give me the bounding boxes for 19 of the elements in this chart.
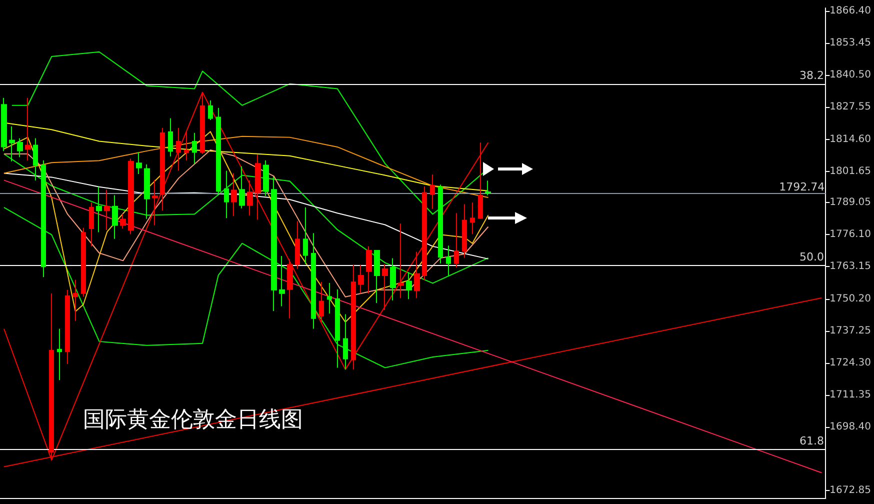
y-tick-label: 1711.35 — [830, 390, 872, 401]
y-tick-label: 1737.25 — [830, 325, 872, 336]
ref-line-label: 1792.74 — [779, 180, 825, 194]
y-tick-label: 1840.50 — [830, 70, 872, 81]
y-tick-label: 1814.60 — [830, 134, 872, 145]
y-tick-label: 1866.40 — [830, 5, 872, 16]
y-tick-label: 1853.45 — [830, 38, 872, 49]
y-tick-label: 1698.40 — [830, 422, 872, 433]
y-tick-label: 1827.55 — [830, 102, 872, 113]
y-tick-label: 1750.20 — [830, 293, 872, 304]
y-tick-label: 1801.65 — [830, 166, 872, 177]
annotation: 38.2 — [800, 68, 824, 82]
y-tick-label: 1763.15 — [830, 261, 872, 272]
annotation: 50.0 — [800, 250, 824, 264]
annotation: 61.8 — [800, 434, 824, 448]
y-tick-label: 1724.30 — [830, 357, 872, 368]
y-tick-label: 1672.85 — [830, 484, 872, 496]
y-tick-label: 1776.10 — [830, 229, 872, 240]
y-tick-label: 1789.05 — [830, 197, 872, 208]
